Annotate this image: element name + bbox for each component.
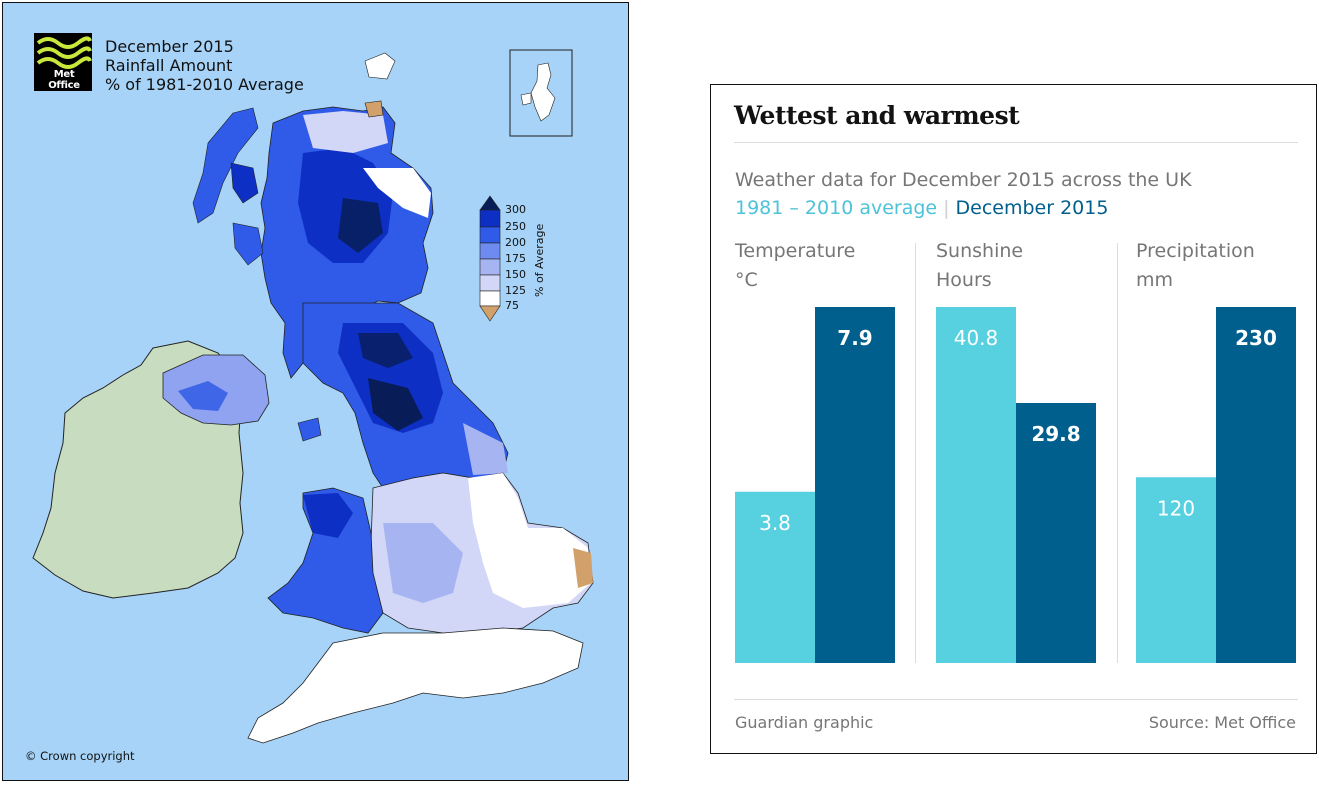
sunshine-label: Sunshine bbox=[936, 240, 1024, 262]
bar-sunshine-december bbox=[1016, 402, 1096, 663]
met-office-logo-text: Met Office bbox=[48, 69, 80, 91]
bar-sunshine-average bbox=[936, 307, 1016, 663]
precipitation-label: Precipitation bbox=[1136, 240, 1255, 262]
legend-tick-150: 150 bbox=[505, 268, 526, 281]
panel-header-sunshine: Sunshine Hours bbox=[936, 237, 1023, 295]
legend-tick-200: 200 bbox=[505, 236, 526, 249]
south-england-rainfall bbox=[247, 627, 584, 744]
hebrides-rainfall bbox=[192, 107, 259, 224]
sunshine-unit: Hours bbox=[936, 269, 992, 291]
bar-temperature-average bbox=[735, 491, 815, 663]
panel-header-precipitation: Precipitation mm bbox=[1136, 237, 1255, 295]
legend-tick-175: 175 bbox=[505, 252, 526, 265]
rainfall-map bbox=[32, 49, 594, 744]
wales-rainfall bbox=[267, 487, 384, 634]
temperature-label: Temperature bbox=[735, 240, 856, 262]
bar-label-precipitation-average: 120 bbox=[1157, 496, 1195, 520]
temperature-unit: °C bbox=[735, 269, 758, 291]
legend-average: 1981 – 2010 average bbox=[735, 197, 938, 219]
bar-label-temperature-december: 7.9 bbox=[837, 326, 872, 350]
chart-subtitle: Weather data for December 2015 across th… bbox=[735, 169, 1192, 191]
bar-label-sunshine-december: 29.8 bbox=[1031, 422, 1080, 446]
copyright-notice: © Crown copyright bbox=[25, 749, 135, 763]
chart-title: Wettest and warmest bbox=[734, 101, 1020, 130]
precipitation-unit: mm bbox=[1136, 269, 1174, 291]
legend-tick-125: 125 bbox=[505, 284, 526, 297]
legend-tick-250: 250 bbox=[505, 220, 526, 233]
bar-chart: 3.8 7.9 40.8 29.8 120 230 bbox=[735, 307, 1296, 663]
map-title-line-2: Rainfall Amount bbox=[105, 56, 233, 75]
legend-separator: | bbox=[943, 197, 950, 219]
legend-tick-75: 75 bbox=[505, 299, 519, 312]
footer-divider bbox=[734, 699, 1298, 700]
met-office-waves-icon bbox=[36, 36, 92, 69]
weather-chart-panel: Wettest and warmest Weather data for Dec… bbox=[710, 84, 1317, 754]
bar-label-sunshine-average: 40.8 bbox=[954, 326, 999, 350]
chart-legend: 1981 – 2010 average | December 2015 bbox=[735, 197, 1108, 219]
panel-header-temperature: Temperature °C bbox=[735, 237, 855, 295]
panel-divider-2 bbox=[1117, 243, 1118, 663]
rainfall-legend-bar bbox=[479, 195, 501, 322]
panel-divider-1 bbox=[915, 243, 916, 663]
bar-label-temperature-average: 3.8 bbox=[759, 511, 791, 535]
rainfall-map-panel: Met Office December 2015 Rainfall Amount… bbox=[2, 2, 629, 781]
legend-axis-label: % of Average bbox=[533, 223, 546, 297]
legend-december: December 2015 bbox=[955, 197, 1109, 219]
legend-tick-300: 300 bbox=[505, 203, 526, 216]
map-title-line-3: % of 1981-2010 Average bbox=[105, 75, 304, 94]
met-office-logo bbox=[34, 33, 92, 91]
bar-precipitation-december bbox=[1216, 307, 1296, 663]
shetland-inset bbox=[509, 49, 573, 137]
bar-temperature-december bbox=[815, 307, 895, 663]
credit-source: Source: Met Office bbox=[1148, 713, 1296, 732]
map-title-line-1: December 2015 bbox=[105, 37, 234, 56]
title-divider bbox=[734, 142, 1298, 143]
credit-guardian: Guardian graphic bbox=[735, 713, 874, 732]
bar-label-precipitation-december: 230 bbox=[1235, 326, 1277, 350]
bar-precipitation-average bbox=[1136, 477, 1216, 663]
